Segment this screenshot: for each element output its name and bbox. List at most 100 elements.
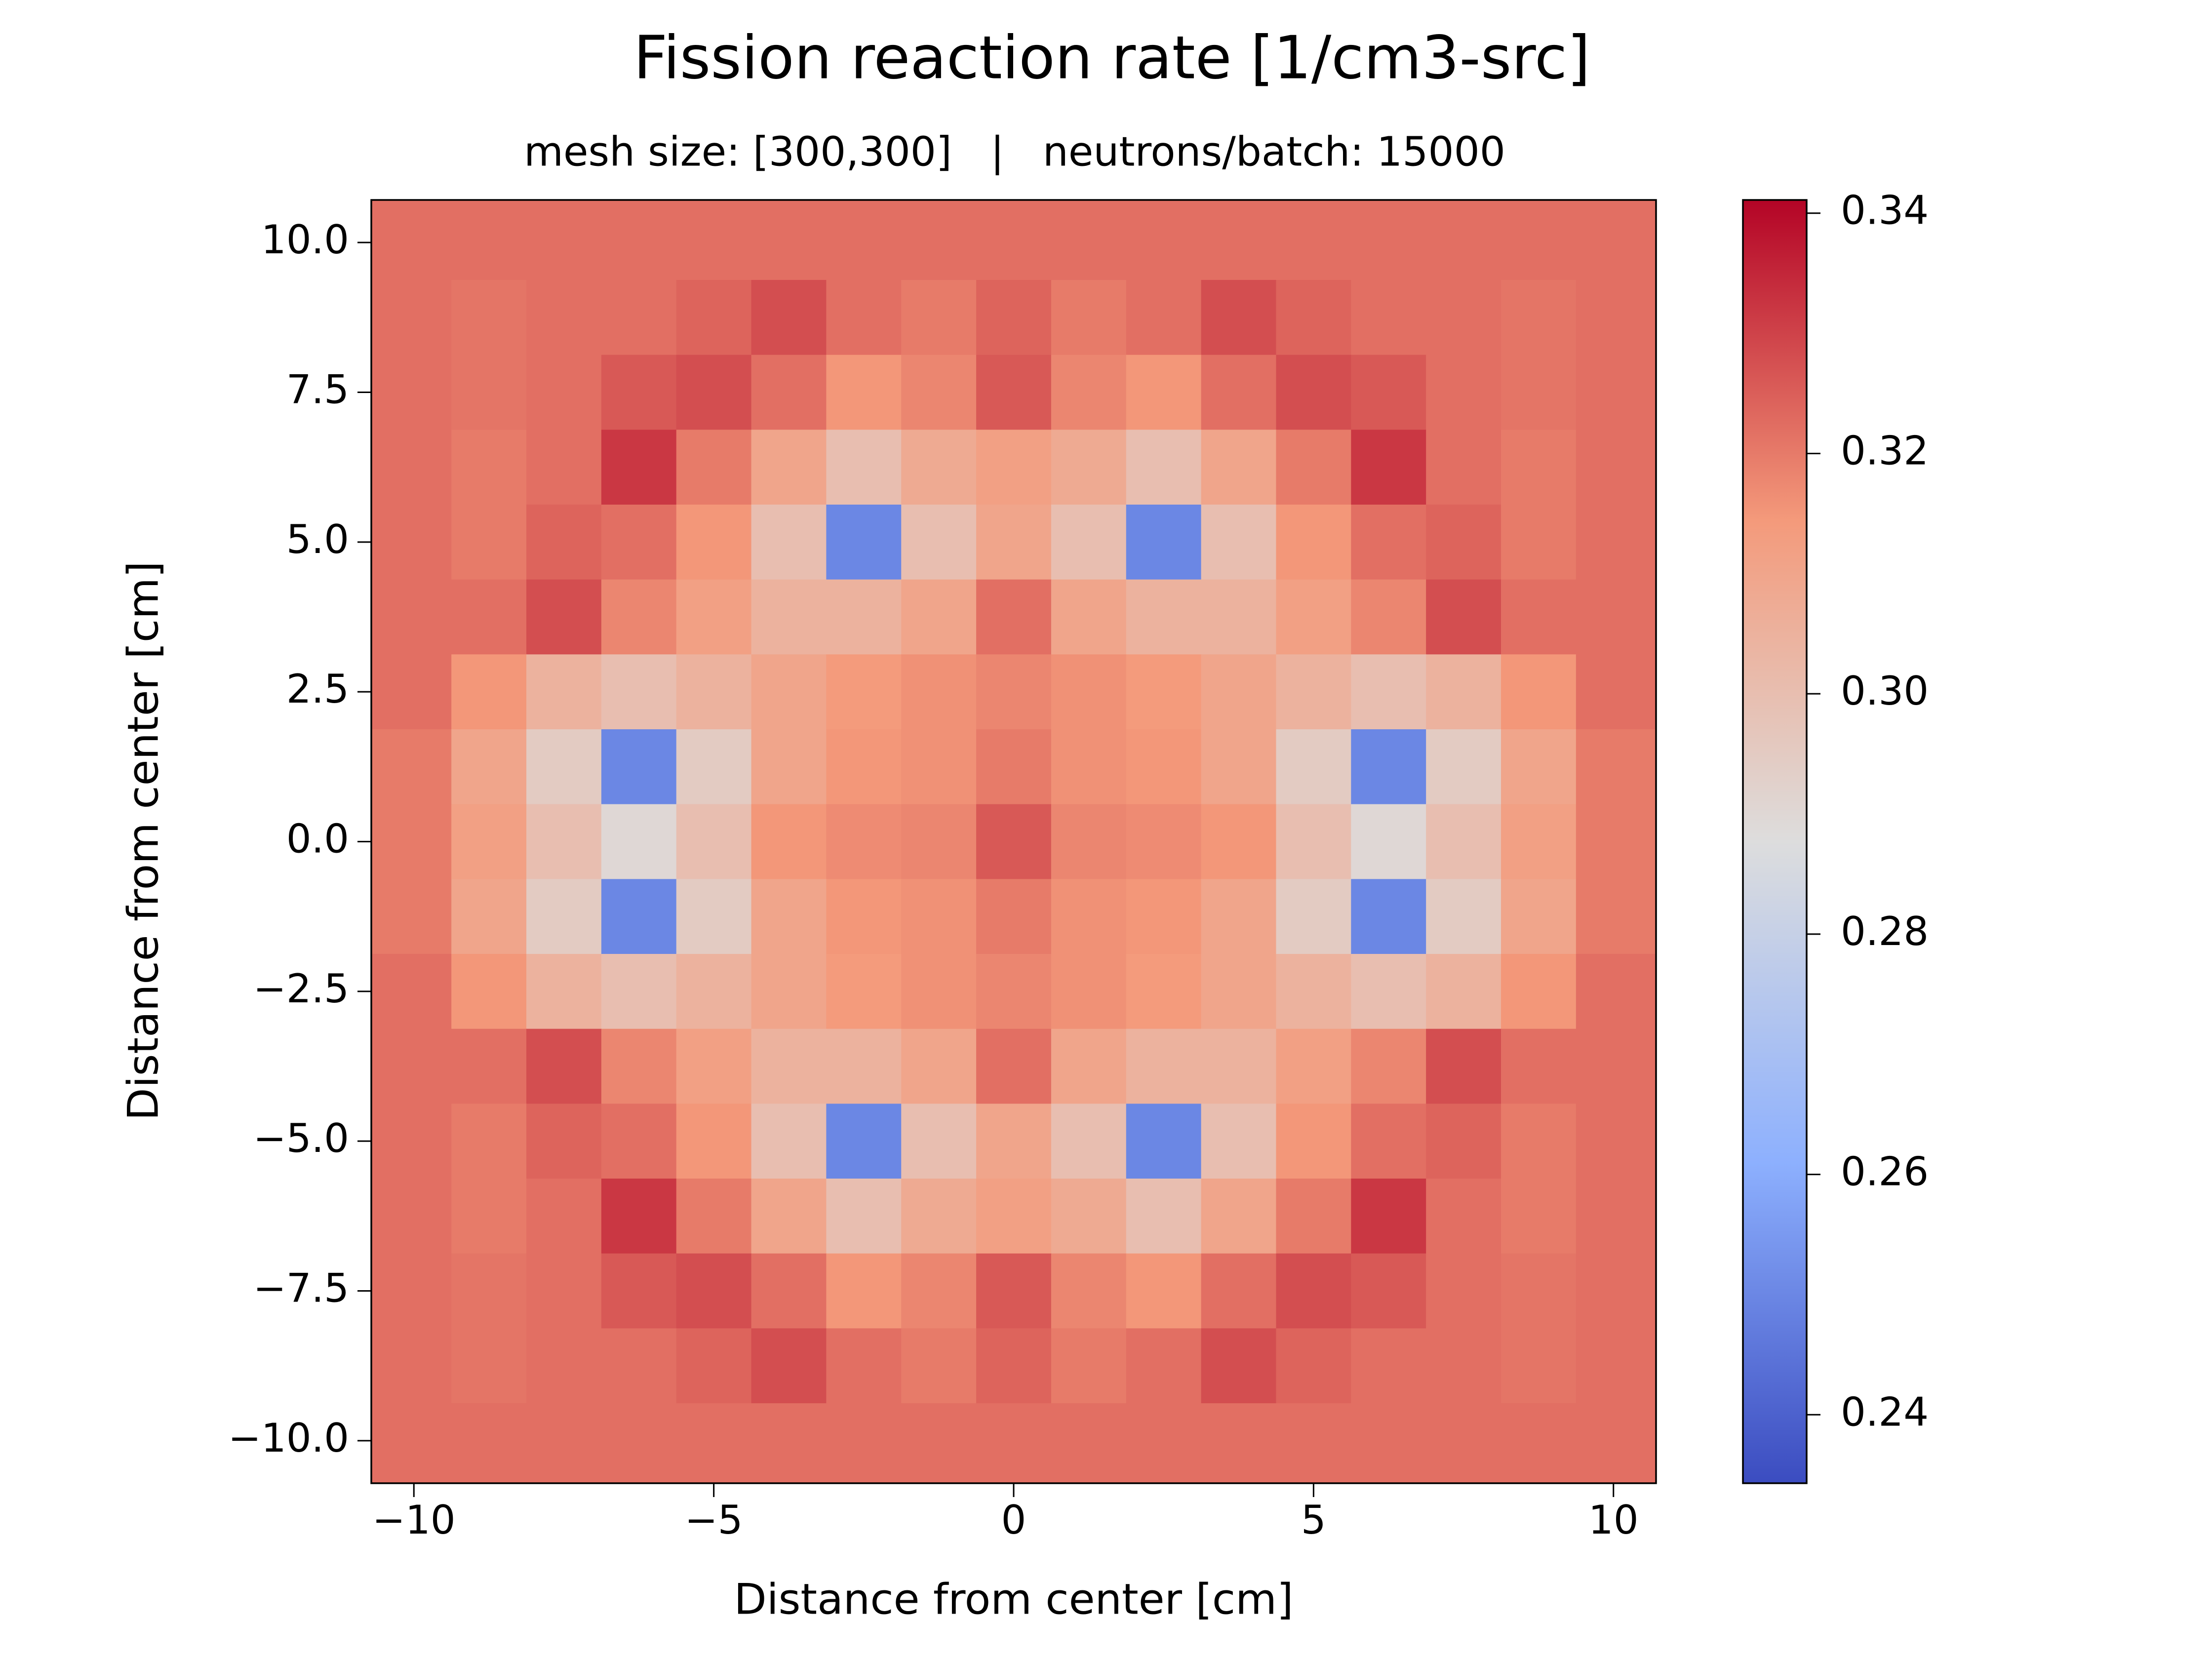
heatmap-cell	[1051, 200, 1127, 280]
heatmap-cell	[451, 1253, 527, 1329]
heatmap-cell	[1501, 1104, 1577, 1179]
heatmap-cell	[371, 1328, 452, 1404]
heatmap-cell	[526, 200, 602, 280]
heatmap-cell	[676, 504, 752, 580]
heatmap-cell	[676, 654, 752, 730]
heatmap-cell	[901, 1253, 977, 1329]
heatmap-cell	[826, 279, 902, 356]
heatmap-cell	[1276, 729, 1352, 805]
heatmap-cell	[1201, 355, 1277, 431]
heatmap-cell	[1576, 1104, 1657, 1179]
heatmap-cell	[1501, 879, 1577, 954]
heatmap-cell	[751, 1104, 827, 1179]
heatmap-cell	[1201, 1028, 1277, 1105]
heatmap-cell	[751, 504, 827, 580]
heatmap-cell	[976, 1403, 1052, 1484]
heatmap-cell	[976, 954, 1052, 1029]
heatmap-cell	[1576, 200, 1657, 280]
heatmap-cell	[826, 1179, 902, 1254]
heatmap-cell	[751, 729, 827, 805]
heatmap-cell	[1126, 1028, 1202, 1105]
heatmap-cell	[451, 729, 527, 805]
heatmap-cell	[1351, 504, 1426, 580]
heatmap-cell	[1126, 954, 1202, 1029]
heatmap-cell	[976, 200, 1052, 280]
heatmap-cell	[1201, 1253, 1277, 1329]
heatmap-cell	[1351, 654, 1426, 730]
heatmap-cell	[371, 579, 452, 655]
x-tick-label: 0	[1001, 1497, 1027, 1543]
heatmap-cell	[371, 1253, 452, 1329]
heatmap-cell	[1051, 504, 1127, 580]
heatmap-cell	[1351, 729, 1426, 805]
heatmap-cell	[1051, 654, 1127, 730]
heatmap-cell	[1201, 430, 1277, 505]
y-tick-label: −7.5	[253, 1265, 349, 1311]
heatmap-cell	[1126, 355, 1202, 431]
heatmap-cell	[601, 1328, 677, 1404]
heatmap-cell	[601, 879, 677, 954]
heatmap-cell	[526, 1028, 602, 1105]
heatmap-cell	[676, 579, 752, 655]
y-tick-label: 10.0	[261, 217, 349, 263]
heatmap-cell	[826, 1028, 902, 1105]
heatmap-cell	[1576, 1328, 1657, 1404]
heatmap-cell	[751, 654, 827, 730]
heatmap-cell	[1426, 1253, 1501, 1329]
heatmap-cell	[1201, 579, 1277, 655]
heatmap-cell	[976, 729, 1052, 805]
heatmap-cell	[901, 1328, 977, 1404]
heatmap-cell	[901, 579, 977, 655]
heatmap-cell	[526, 879, 602, 954]
heatmap-cell	[1051, 279, 1127, 356]
heatmap-cell	[976, 430, 1052, 505]
heatmap-cell	[1276, 430, 1352, 505]
heatmap-cell	[826, 1253, 902, 1329]
heatmap-cell	[1576, 1179, 1657, 1254]
heatmap-cell	[1501, 504, 1577, 580]
heatmap-cell	[751, 1253, 827, 1329]
heatmap-cell	[451, 1179, 527, 1254]
heatmap-cell	[976, 504, 1052, 580]
heatmap-cell	[451, 355, 527, 431]
heatmap-cell	[901, 355, 977, 431]
x-tick-label: −5	[685, 1497, 743, 1543]
heatmap-cell	[901, 430, 977, 505]
heatmap-cell	[526, 804, 602, 880]
heatmap-cell	[601, 579, 677, 655]
heatmap-cell	[1126, 1403, 1202, 1484]
colorbar-tick-label: 0.26	[1841, 1149, 1929, 1195]
heatmap-cell	[1351, 1104, 1426, 1179]
heatmap-cell	[1426, 1028, 1501, 1105]
heatmap-cell	[976, 1179, 1052, 1254]
heatmap-cell	[1276, 279, 1352, 356]
heatmap-cell	[1576, 1403, 1657, 1484]
heatmap-cell	[976, 1253, 1052, 1329]
heatmap-cell	[451, 1104, 527, 1179]
heatmap-cell	[1276, 954, 1352, 1029]
heatmap-cell	[371, 1104, 452, 1179]
heatmap-cell	[751, 1328, 827, 1404]
chart-title: Fission reaction rate [1/cm3-src]	[633, 24, 1590, 93]
heatmap-cell	[1576, 504, 1657, 580]
y-tick-label: −5.0	[253, 1115, 349, 1161]
heatmap-cell	[1201, 729, 1277, 805]
heatmap-cell	[1051, 430, 1127, 505]
heatmap-cell	[601, 279, 677, 356]
colorbar-tick-label: 0.28	[1841, 908, 1929, 954]
heatmap-cell	[1426, 654, 1501, 730]
heatmap-cell	[1276, 1328, 1352, 1404]
heatmap-cell	[976, 579, 1052, 655]
heatmap-cell	[601, 430, 677, 505]
heatmap-cell	[1126, 1104, 1202, 1179]
heatmap-cell	[676, 1328, 752, 1404]
heatmap-cell	[1051, 954, 1127, 1029]
heatmap-cell	[901, 879, 977, 954]
heatmap-cell	[371, 200, 452, 280]
heatmap-cell	[1351, 1403, 1426, 1484]
heatmap-cell	[1201, 1179, 1277, 1254]
heatmap-cell	[1351, 355, 1426, 431]
heatmap-cell	[1426, 504, 1501, 580]
